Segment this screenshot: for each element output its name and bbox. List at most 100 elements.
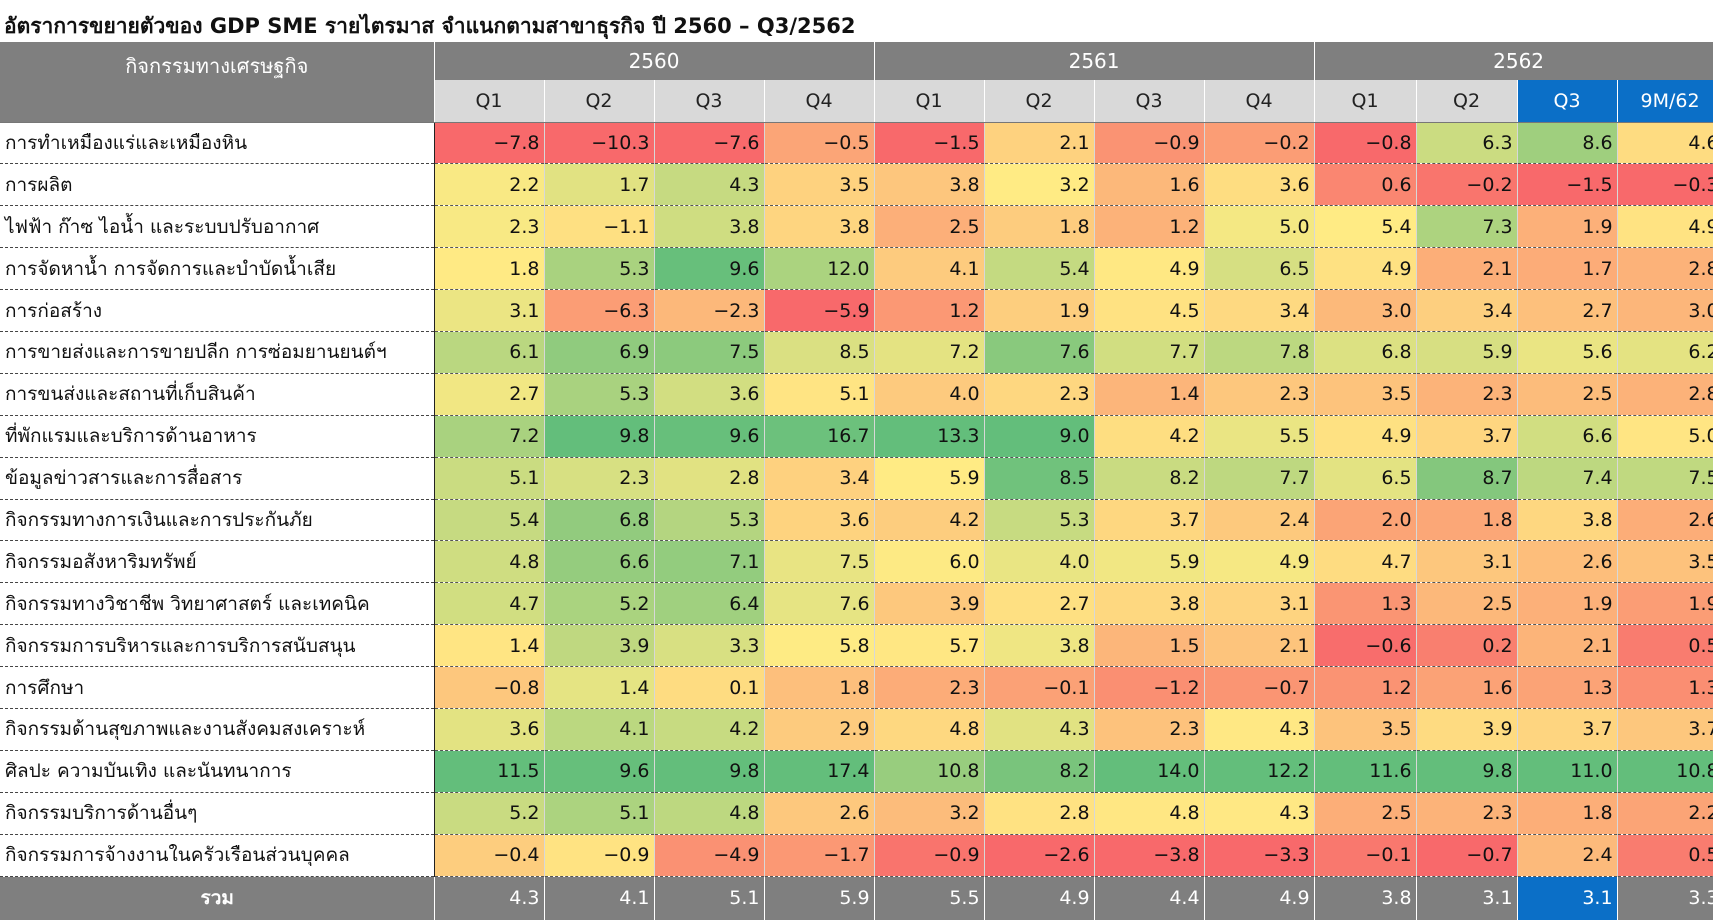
heatmap-cell: 14.0 — [1094, 750, 1205, 793]
heatmap-cell: 2.7 — [434, 373, 545, 416]
quarter-header: Q3 — [1094, 80, 1205, 123]
heatmap-cell: 7.6 — [984, 331, 1095, 374]
heatmap-cell: −0.2 — [1416, 163, 1518, 207]
table-row: กิจกรรมการจ้างงานในครัวเรือนส่วนบุคคล −0.… — [0, 834, 1713, 877]
heatmap-cell: −0.4 — [434, 834, 545, 877]
total-cell: 5.1 — [654, 876, 765, 920]
heatmap-cell: 3.4 — [1416, 289, 1518, 332]
heatmap-cell: 1.8 — [764, 666, 875, 709]
heatmap-cell: −0.1 — [1314, 834, 1417, 877]
row-label: การผลิต — [0, 163, 435, 207]
heatmap-cell: 6.1 — [434, 331, 545, 374]
heatmap-cell: 1.8 — [984, 205, 1095, 249]
row-label: ศิลปะ ความบันเทิง และนันทนาการ — [0, 750, 435, 793]
heatmap-cell: −2.3 — [654, 289, 765, 332]
quarter-header: Q1 — [1314, 80, 1417, 123]
heatmap-cell: 1.3 — [1517, 666, 1618, 709]
heatmap-cell: 6.3 — [1416, 122, 1518, 165]
quarter-header: Q2 — [544, 80, 655, 123]
total-label: รวม — [0, 876, 435, 920]
heatmap-cell: 9.6 — [654, 247, 765, 291]
heatmap-cell: 3.5 — [1314, 373, 1417, 416]
heatmap-cell: 3.8 — [654, 205, 765, 249]
row-label: การขายส่งและการขายปลีก การซ่อมยานยนต์ฯ — [0, 331, 435, 374]
heatmap-cell: 9.0 — [984, 415, 1095, 458]
heatmap-cell: 5.4 — [434, 499, 545, 542]
heatmap-cell: 5.1 — [434, 457, 545, 500]
heatmap-cell: 9.6 — [654, 415, 765, 458]
heatmap-cell: −0.5 — [764, 122, 875, 165]
heatmap-cell: 4.3 — [984, 708, 1095, 751]
heatmap-cell: 3.7 — [1617, 708, 1713, 751]
heatmap-cell: 4.9 — [1314, 247, 1417, 291]
heatmap-cell: 8.2 — [1094, 457, 1205, 500]
heatmap-cell: −1.2 — [1094, 666, 1205, 709]
heatmap-cell: −0.1 — [984, 666, 1095, 709]
heatmap-cell: 3.5 — [1617, 540, 1713, 584]
row-label: กิจกรรมทางการเงินและการประกันภัย — [0, 499, 435, 542]
heatmap-cell: 4.8 — [874, 708, 985, 751]
heatmap-cell: 2.7 — [984, 582, 1095, 626]
heatmap-cell: 7.1 — [654, 540, 765, 584]
quarter-header: Q1 — [434, 80, 545, 123]
heatmap-cell: 1.8 — [434, 247, 545, 291]
total-cell: 3.1 — [1416, 876, 1518, 920]
heatmap-cell: 0.2 — [1416, 624, 1518, 668]
heatmap-cell: 2.5 — [874, 205, 985, 249]
heatmap-cell: 4.3 — [1204, 708, 1315, 751]
heatmap-cell: 6.2 — [1617, 331, 1713, 374]
heatmap-cell: 1.2 — [1314, 666, 1417, 709]
heatmap-cell: 3.9 — [1416, 708, 1518, 751]
heatmap-cell: 1.3 — [1314, 582, 1417, 626]
heatmap-cell: 4.3 — [1204, 792, 1315, 835]
heatmap-cell: 8.5 — [984, 457, 1095, 500]
row-label: การจัดหาน้ำ การจัดการและบำบัดน้ำเสีย — [0, 247, 435, 291]
heatmap-cell: 8.6 — [1517, 122, 1618, 165]
heatmap-cell: 3.8 — [874, 163, 985, 207]
heatmap-cell: 1.9 — [1517, 205, 1618, 249]
heatmap-cell: 5.4 — [1314, 205, 1417, 249]
heatmap-cell: 3.1 — [1416, 540, 1518, 584]
heatmap-cell: 2.3 — [1416, 373, 1518, 416]
heatmap-cell: 2.8 — [1617, 247, 1713, 291]
heatmap-cell: −0.2 — [1204, 122, 1315, 165]
heatmap-cell: −0.7 — [1416, 834, 1518, 877]
heatmap-cell: −0.9 — [874, 834, 985, 877]
heatmap-cell: 4.3 — [654, 163, 765, 207]
heatmap-cell: 2.3 — [874, 666, 985, 709]
table-row: กิจกรรมด้านสุขภาพและงานสังคมสงเคราะห์ 3.6… — [0, 708, 1713, 751]
heatmap-cell: 5.8 — [764, 624, 875, 668]
corner-label: กิจกรรมทางเศรษฐกิจ — [0, 42, 435, 123]
heatmap-cell: 6.8 — [544, 499, 655, 542]
heatmap-cell: 2.2 — [1617, 792, 1713, 835]
heatmap-cell: 6.4 — [654, 582, 765, 626]
heatmap-cell: 8.2 — [984, 750, 1095, 793]
heatmap-cell: −0.8 — [434, 666, 545, 709]
heatmap-cell: −1.5 — [874, 122, 985, 165]
heatmap-cell: 3.0 — [1314, 289, 1417, 332]
heatmap-cell: 2.7 — [1517, 289, 1618, 332]
heatmap-cell: 6.5 — [1314, 457, 1417, 500]
heatmap-cell: 2.6 — [1517, 540, 1618, 584]
heatmap-cell: 4.5 — [1094, 289, 1205, 332]
year-header: 2562 — [1314, 42, 1713, 80]
heatmap-cell: 1.8 — [1416, 499, 1518, 542]
table-row: การทำเหมืองแร่และเหมืองหิน −7.8 −10.3 −7.6−… — [0, 122, 1713, 165]
quarter-header: Q3 — [654, 80, 765, 123]
heatmap-cell: 6.8 — [1314, 331, 1417, 374]
heatmap-cell: 2.0 — [1314, 499, 1417, 542]
quarter-header: Q2 — [1416, 80, 1518, 123]
heatmap-cell: 1.5 — [1094, 624, 1205, 668]
heatmap-cell: 5.0 — [1204, 205, 1315, 249]
heatmap-cell: 2.4 — [1517, 834, 1618, 877]
total-cell: 4.4 — [1094, 876, 1205, 920]
heatmap-cell: 4.7 — [1314, 540, 1417, 584]
heatmap-cell: −1.1 — [544, 205, 655, 249]
heatmap-cell: 2.3 — [1204, 373, 1315, 416]
heatmap-cell: 2.1 — [1204, 624, 1315, 668]
row-label: กิจกรรมด้านสุขภาพและงานสังคมสงเคราะห์ — [0, 708, 435, 751]
heatmap-cell: 2.5 — [1416, 582, 1518, 626]
heatmap-cell: 0.5 — [1617, 834, 1713, 877]
table-row: ไฟฟ้า ก๊าซ ไอน้ำ และระบบปรับอากาศ 2.3 −1.1… — [0, 205, 1713, 249]
